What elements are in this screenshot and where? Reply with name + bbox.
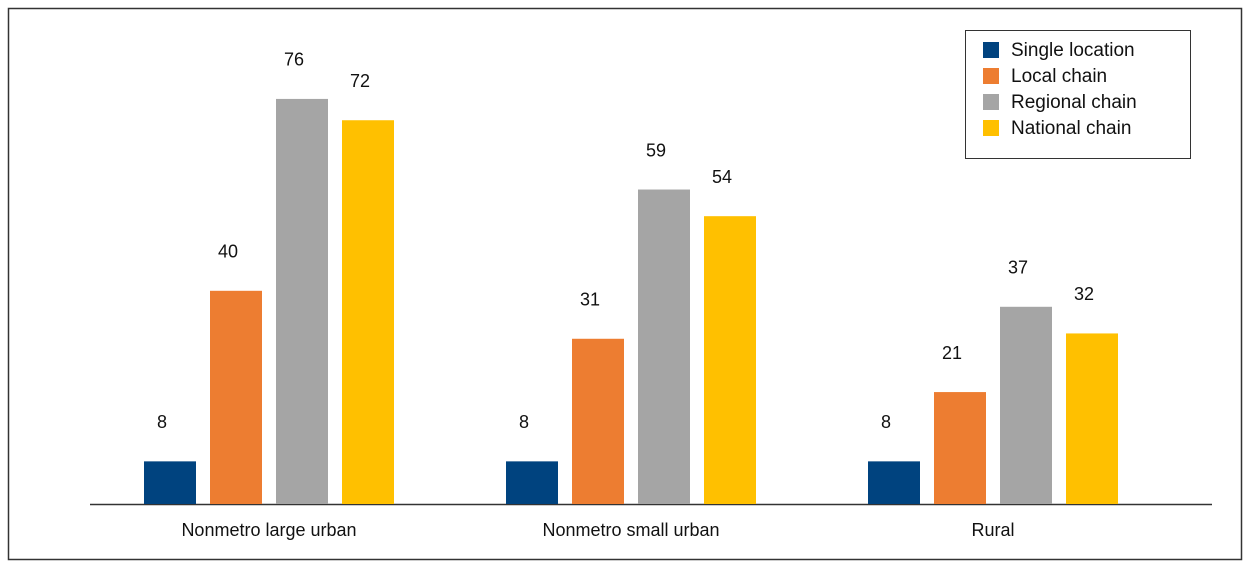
legend-label: Single location [1011,40,1135,61]
bar [704,216,756,504]
bar [276,98,328,505]
bar [210,290,262,504]
legend-label: Local chain [1011,66,1107,87]
legend-label: Regional chain [1011,92,1137,113]
bar [572,338,624,504]
value-label: 8 [157,412,167,432]
bar [144,461,196,504]
value-label: 8 [881,412,891,432]
legend-swatch [983,120,999,136]
value-label: 72 [350,71,370,91]
value-label: 8 [519,412,529,432]
bar [1066,333,1118,504]
value-label: 32 [1074,284,1094,304]
value-label: 54 [712,167,732,187]
legend-swatch [983,68,999,84]
x-tick-label: Nonmetro large urban [181,520,356,540]
legend-swatch [983,42,999,58]
bar [868,461,920,504]
x-tick-label: Nonmetro small urban [542,520,719,540]
value-label: 21 [942,343,962,363]
value-label: 40 [218,242,238,262]
value-label: 76 [284,50,304,70]
bar [934,392,986,504]
bar [638,189,690,504]
value-label: 59 [646,140,666,160]
legend-swatch [983,94,999,110]
bar [506,461,558,504]
bar [1000,306,1052,504]
legend-label: National chain [1011,118,1131,139]
legend-box [965,30,1191,159]
value-label: 31 [580,290,600,310]
x-tick-label: Rural [971,520,1014,540]
bar [342,120,394,505]
value-label: 37 [1008,258,1028,278]
